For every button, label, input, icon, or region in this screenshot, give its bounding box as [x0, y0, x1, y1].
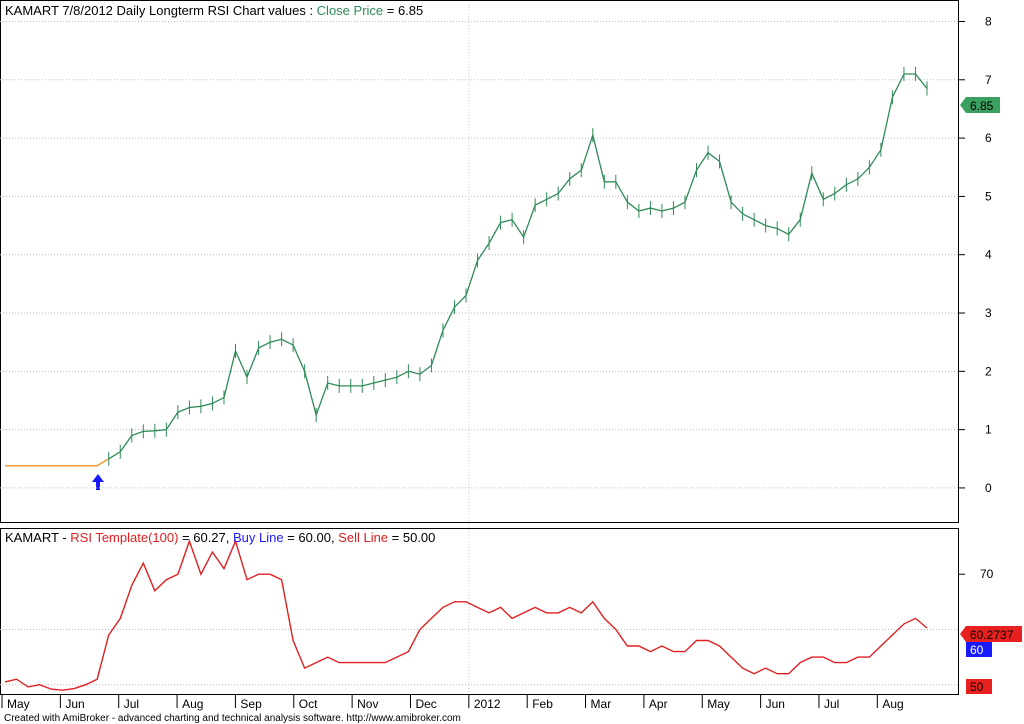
rsi-title-value: = 60.27, [178, 530, 233, 545]
month-tick-label: Mar [591, 697, 612, 711]
footer-credit: Created with AmiBroker - advanced charti… [4, 713, 461, 724]
price-panel-title: KAMART 7/8/2012 Daily Longterm RSI Chart… [5, 3, 423, 18]
price-panel-frame [0, 0, 959, 523]
buy-badge-text: 60 [970, 643, 984, 657]
buy-line-badge: 60 [966, 642, 992, 657]
buy-signal-arrow-icon [92, 474, 104, 490]
price-y-tick-label: 1 [985, 423, 992, 437]
month-tick-label: Feb [532, 697, 553, 711]
rsi-y-tick-label: 70 [980, 567, 994, 581]
month-tick-label: Dec [415, 697, 436, 711]
chart-plot-layer: 0 1 2 3 4 5 6 7 8 70 May Jun Jul Aug Sep Oct Nov Dec 2012 F… [0, 4, 994, 711]
month-tick-label: Aug [882, 697, 903, 711]
month-tick-label: May [707, 697, 730, 711]
price-y-tick-label: 0 [985, 481, 992, 495]
month-tick-label: Aug [182, 697, 203, 711]
price-y-tick-label: 2 [985, 364, 992, 378]
buy-line-label: Buy Line [233, 530, 284, 545]
price-last-value-badge: 6.85 [960, 97, 1000, 113]
month-tick-label: Nov [357, 697, 378, 711]
price-pre-signal-line [5, 458, 110, 467]
month-tick-label: May [7, 697, 30, 711]
sell-line-label: Sell Line [338, 530, 388, 545]
price-title-suffix: = 6.85 [383, 3, 423, 18]
month-tick-label: 2012 [474, 697, 501, 711]
price-y-tick-label: 8 [985, 14, 992, 28]
buy-line-value: = 60.00, [284, 530, 339, 545]
price-y-tick-label: 4 [985, 248, 992, 262]
price-line [108, 73, 928, 460]
price-y-tick-label: 7 [985, 73, 992, 87]
month-tick-label: Jul [824, 697, 839, 711]
price-title-prefix: KAMART 7/8/2012 Daily Longterm RSI Chart… [5, 3, 317, 18]
sell-line-badge: 50 [966, 679, 992, 694]
rsi-panel-frame [0, 528, 959, 695]
rsi-panel-title: KAMART - RSI Template(100) = 60.27, Buy … [5, 530, 435, 545]
rsi-last-value-badge: 60.2737 [960, 626, 1022, 642]
price-badge-text: 6.85 [970, 99, 994, 113]
price-y-tick-label: 3 [985, 306, 992, 320]
rsi-title-prefix: KAMART - [5, 530, 70, 545]
rsi-badge-text: 60.2737 [970, 628, 1014, 642]
month-tick-label: Jun [65, 697, 84, 711]
month-tick-label: Jul [124, 697, 139, 711]
month-tick-label: Apr [649, 697, 668, 711]
month-tick-label: Sep [240, 697, 262, 711]
price-title-series: Close Price [317, 3, 383, 18]
rsi-title-label: RSI Template(100) [70, 530, 178, 545]
month-tick-label: Oct [299, 697, 318, 711]
price-y-tick-label: 6 [985, 131, 992, 145]
sell-line-value: = 50.00 [388, 530, 435, 545]
month-tick-label: Jun [766, 697, 785, 711]
price-y-tick-label: 5 [985, 189, 992, 203]
rsi-line [4, 538, 928, 691]
sell-badge-text: 50 [970, 680, 984, 694]
